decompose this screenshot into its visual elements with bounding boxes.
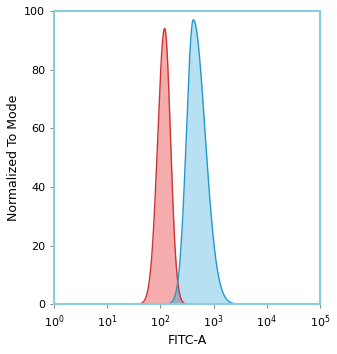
Y-axis label: Normalized To Mode: Normalized To Mode	[7, 95, 20, 221]
X-axis label: FITC-A: FITC-A	[167, 334, 207, 347]
